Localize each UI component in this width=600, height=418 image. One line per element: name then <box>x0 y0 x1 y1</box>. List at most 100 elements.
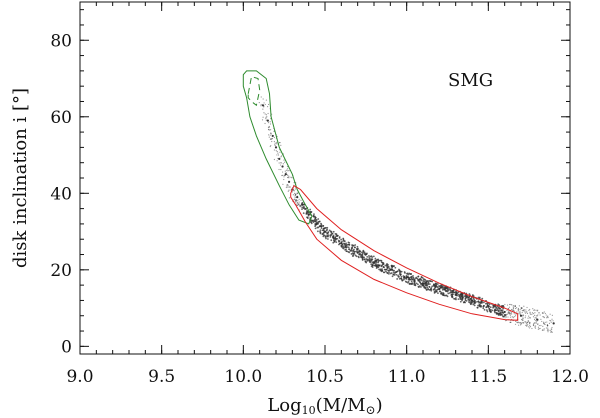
data-point <box>410 282 413 285</box>
data-point <box>397 275 400 278</box>
data-point <box>522 314 524 316</box>
data-point <box>531 327 533 330</box>
data-point <box>468 299 471 302</box>
data-point <box>441 288 444 291</box>
data-point <box>263 106 265 108</box>
data-point <box>398 277 401 280</box>
data-point <box>482 301 485 304</box>
data-point <box>280 155 283 157</box>
x-tick-label: 9.5 <box>148 367 175 387</box>
data-point <box>512 306 514 308</box>
data-point <box>451 289 454 292</box>
data-point <box>529 308 531 311</box>
data-point <box>374 257 377 260</box>
data-point <box>283 176 285 178</box>
data-point <box>440 284 443 287</box>
data-point <box>539 314 541 316</box>
data-point <box>539 327 541 330</box>
data-point <box>455 298 457 301</box>
data-point <box>263 102 265 104</box>
data-point <box>509 314 511 316</box>
data-point <box>504 311 506 313</box>
data-point <box>296 195 298 197</box>
data-point <box>410 275 413 278</box>
data-point <box>445 290 447 293</box>
data-point <box>527 320 529 323</box>
data-point <box>540 324 542 327</box>
data-point <box>419 283 422 285</box>
data-point <box>517 321 519 323</box>
data-point <box>496 308 499 310</box>
data-point <box>511 313 513 315</box>
data-point <box>485 306 488 309</box>
data-point <box>267 112 269 115</box>
data-point <box>371 266 374 268</box>
x-tick-label: 9.0 <box>66 367 93 387</box>
data-point <box>330 230 333 233</box>
data-point <box>526 322 529 324</box>
data-point <box>510 308 513 311</box>
y-tick-label: 0 <box>61 337 72 357</box>
data-point <box>501 309 504 312</box>
data-point <box>540 318 542 320</box>
data-point <box>551 318 553 320</box>
data-point <box>538 312 540 314</box>
data-point <box>511 316 513 318</box>
data-point <box>481 297 484 300</box>
x-axis-label-mass: (M/M <box>316 395 366 416</box>
data-point <box>281 171 284 173</box>
data-point <box>533 309 535 312</box>
data-point <box>338 243 340 246</box>
data-point <box>506 304 509 306</box>
data-point <box>377 263 379 266</box>
data-point <box>469 302 472 305</box>
data-point <box>420 276 423 278</box>
data-point <box>324 227 327 229</box>
data-point <box>543 311 545 313</box>
green-contour-inner <box>247 75 261 107</box>
data-point <box>279 164 282 166</box>
data-point <box>342 247 345 250</box>
contours <box>242 70 519 321</box>
data-point <box>262 116 264 118</box>
data-point <box>268 125 270 128</box>
data-point <box>283 159 285 161</box>
data-point <box>388 267 391 270</box>
data-point <box>551 326 553 329</box>
data-point <box>326 226 329 229</box>
data-point <box>519 308 521 311</box>
data-point <box>269 129 272 131</box>
data-point <box>439 290 442 293</box>
data-point <box>546 329 549 331</box>
data-point <box>327 234 330 236</box>
data-point <box>329 234 332 237</box>
data-point <box>408 278 411 281</box>
data-point <box>373 261 375 264</box>
data-point <box>361 253 364 256</box>
data-point <box>550 330 552 332</box>
data-point <box>519 324 522 326</box>
data-point <box>541 329 544 331</box>
data-point <box>348 243 351 246</box>
data-point <box>473 304 476 307</box>
data-point <box>361 255 364 258</box>
data-point <box>525 323 528 325</box>
data-point <box>407 280 410 283</box>
data-point <box>390 268 393 271</box>
data-point <box>518 324 520 326</box>
data-point <box>375 262 377 265</box>
data-point <box>268 134 270 136</box>
data-point <box>301 208 303 211</box>
data-point <box>322 234 325 236</box>
data-point <box>309 208 312 211</box>
data-point <box>477 304 479 307</box>
data-point <box>306 209 308 212</box>
data-point <box>538 324 540 327</box>
data-point <box>523 305 525 307</box>
data-point <box>312 215 315 217</box>
data-point <box>332 236 335 238</box>
data-point <box>421 282 424 285</box>
data-point <box>406 272 408 275</box>
data-point <box>457 293 460 296</box>
data-point <box>437 288 439 291</box>
